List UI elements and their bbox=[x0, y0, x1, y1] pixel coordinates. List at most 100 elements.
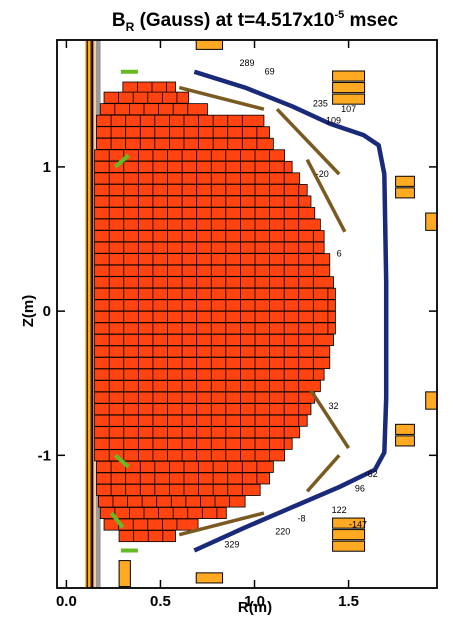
contour-label: 235 bbox=[313, 98, 328, 108]
pf-coil bbox=[395, 175, 415, 187]
y-tick-label: 0 bbox=[43, 303, 51, 320]
contour-label: -20 bbox=[316, 169, 329, 179]
plasma-cell bbox=[96, 484, 261, 496]
plasma-cell bbox=[94, 368, 325, 381]
divertor-plate bbox=[178, 511, 265, 537]
plasma-cell bbox=[94, 149, 285, 161]
contour-label: 69 bbox=[265, 67, 275, 77]
contour-label: 122 bbox=[332, 505, 347, 515]
plasma-cell bbox=[94, 276, 334, 288]
contour-label: 329 bbox=[224, 540, 239, 550]
plasma-cell bbox=[94, 288, 336, 300]
pf-coil bbox=[195, 40, 224, 50]
y-axis-label: Z(m) bbox=[20, 295, 37, 328]
plasma-cell bbox=[100, 103, 208, 115]
divertor-plate bbox=[275, 108, 341, 176]
plasma-cell bbox=[104, 518, 199, 531]
plasma-cell bbox=[94, 322, 336, 335]
plasma-cell bbox=[96, 138, 274, 150]
plasma-cell bbox=[94, 438, 293, 450]
plasma-cell bbox=[104, 92, 189, 104]
divertor-plate bbox=[305, 454, 341, 493]
plasma-cell bbox=[98, 495, 246, 508]
pf-coil bbox=[332, 517, 366, 529]
plasma-cell bbox=[94, 426, 300, 438]
plasma-cell bbox=[94, 161, 293, 173]
plasma-cell bbox=[94, 311, 336, 323]
title-subscript: R bbox=[126, 20, 135, 34]
passive-plate bbox=[113, 453, 130, 469]
title-middle: (Gauss) at t=4.517x10 bbox=[134, 10, 334, 31]
pf-coil bbox=[118, 560, 131, 588]
contour-label: 220 bbox=[275, 527, 290, 537]
plasma-cell bbox=[94, 184, 308, 196]
central-stack bbox=[85, 40, 95, 588]
contour-label: -8 bbox=[298, 514, 306, 524]
contour-label: 289 bbox=[239, 58, 254, 68]
plasma-cell bbox=[94, 242, 325, 254]
plasma-cell bbox=[94, 449, 285, 461]
vessel-wall bbox=[193, 69, 389, 553]
pf-coil bbox=[395, 435, 415, 447]
plasma-cell bbox=[94, 345, 330, 358]
chart-title: BR (Gauss) at t=4.517x10-5 msec bbox=[112, 9, 399, 34]
x-tick-label: 1.0 bbox=[244, 593, 265, 610]
plasma-cell bbox=[94, 230, 325, 242]
plasma-cell bbox=[96, 461, 274, 473]
plasma-cell bbox=[94, 392, 315, 404]
plasma-cell bbox=[94, 334, 334, 346]
plasma-cell bbox=[94, 265, 330, 277]
title-main: B bbox=[112, 10, 126, 31]
plasma-cell bbox=[94, 403, 311, 415]
plasma-cell bbox=[119, 530, 176, 542]
plasma-cell bbox=[94, 299, 336, 311]
passive-plate bbox=[113, 153, 130, 169]
pf-coil bbox=[332, 529, 366, 541]
passive-plate bbox=[109, 511, 125, 529]
title-end: msec bbox=[344, 10, 398, 31]
title-superscript: -5 bbox=[334, 9, 344, 21]
contour-label: 96 bbox=[355, 483, 365, 493]
pf-coil bbox=[395, 187, 415, 199]
contour-label: -147 bbox=[349, 519, 367, 529]
pf-coil bbox=[332, 540, 366, 552]
pf-coil bbox=[332, 93, 366, 105]
contour-label: 32 bbox=[329, 401, 339, 411]
divertor-plate bbox=[305, 158, 347, 233]
pf-coil bbox=[395, 423, 415, 435]
x-tick-label: 0.0 bbox=[56, 593, 77, 610]
plasma-cell bbox=[100, 507, 227, 519]
plasma-cell bbox=[122, 82, 176, 94]
y-tick-label: 1 bbox=[43, 159, 51, 176]
pf-coil bbox=[195, 572, 224, 584]
plasma-cell bbox=[94, 172, 300, 185]
plasma-cell bbox=[94, 219, 321, 231]
plasma-cell bbox=[94, 357, 330, 369]
plasma-cell bbox=[94, 380, 321, 392]
divertor-plate bbox=[178, 85, 265, 111]
plasma-cell bbox=[96, 126, 270, 138]
plasma-cell bbox=[94, 415, 308, 427]
pf-coil bbox=[425, 212, 437, 231]
y-tick-label: -1 bbox=[38, 447, 51, 464]
contour-label: 107 bbox=[341, 104, 356, 114]
plot-frame bbox=[56, 39, 438, 589]
plasma-cell bbox=[94, 253, 330, 265]
plasma-cell bbox=[94, 195, 311, 208]
pf-coil bbox=[425, 391, 437, 410]
x-tick-label: 1.5 bbox=[338, 593, 359, 610]
plasma-cell bbox=[96, 115, 264, 127]
plasma-cell bbox=[94, 207, 315, 219]
divertor-plate bbox=[309, 389, 351, 450]
plasma-cell-outline bbox=[118, 530, 176, 543]
contour-label: -62 bbox=[365, 469, 378, 479]
pf-coil bbox=[332, 70, 366, 82]
x-axis-label: R(m) bbox=[238, 599, 272, 616]
contour-label: 6 bbox=[337, 248, 342, 258]
plasma-cell bbox=[96, 472, 270, 484]
pf-coil bbox=[332, 82, 366, 94]
x-tick-label: 0.5 bbox=[150, 593, 171, 610]
